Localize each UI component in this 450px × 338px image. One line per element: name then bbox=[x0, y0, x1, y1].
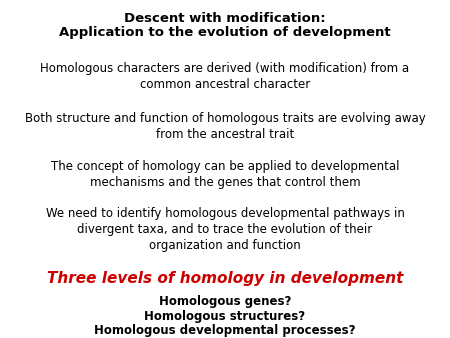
Text: We need to identify homologous developmental pathways in
divergent taxa, and to : We need to identify homologous developme… bbox=[45, 207, 405, 252]
Text: The concept of homology can be applied to developmental
mechanisms and the genes: The concept of homology can be applied t… bbox=[51, 160, 399, 189]
Text: Application to the evolution of development: Application to the evolution of developm… bbox=[59, 26, 391, 39]
Text: Three levels of homology in development: Three levels of homology in development bbox=[47, 271, 403, 286]
Text: Homologous developmental processes?: Homologous developmental processes? bbox=[94, 324, 356, 337]
Text: Descent with modification:: Descent with modification: bbox=[124, 12, 326, 25]
Text: Both structure and function of homologous traits are evolving away
from the ance: Both structure and function of homologou… bbox=[25, 112, 425, 141]
Text: Homologous structures?: Homologous structures? bbox=[144, 310, 306, 322]
Text: Homologous genes?: Homologous genes? bbox=[159, 295, 291, 308]
Text: Homologous characters are derived (with modification) from a
common ancestral ch: Homologous characters are derived (with … bbox=[40, 62, 410, 91]
